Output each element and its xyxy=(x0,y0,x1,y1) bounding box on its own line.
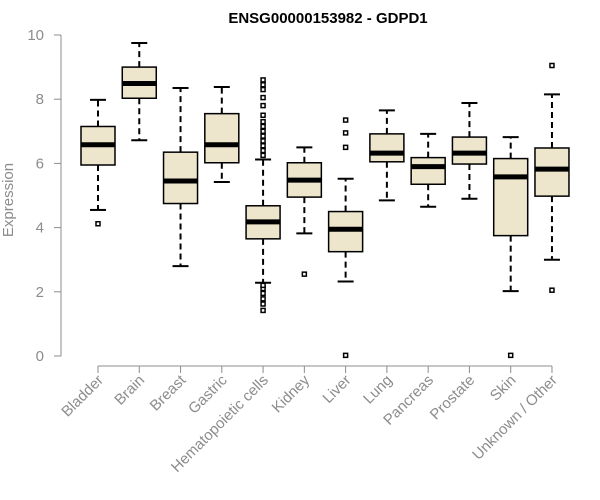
box-prostate xyxy=(451,102,488,200)
y-tick-label: 2 xyxy=(36,284,44,301)
outlier-point xyxy=(342,144,349,151)
outlier-point xyxy=(507,352,514,359)
outlier-point xyxy=(95,220,101,227)
iqr-box xyxy=(162,151,199,205)
y-axis-title: Expression xyxy=(0,163,17,237)
outlier-point xyxy=(260,128,266,135)
outlier-point xyxy=(260,147,266,154)
outlier-point xyxy=(342,352,349,359)
y-tick-label: 6 xyxy=(36,155,44,172)
box-kidney xyxy=(286,146,323,277)
box-unknown-other xyxy=(534,62,570,293)
outlier-point xyxy=(342,130,349,136)
outlier-point xyxy=(260,86,266,93)
iqr-box xyxy=(534,147,570,197)
iqr-box xyxy=(369,133,405,163)
iqr-box xyxy=(410,156,446,186)
iqr-box xyxy=(204,112,240,164)
box-lung xyxy=(369,109,405,202)
box-bladder xyxy=(80,98,116,227)
box-hematopoietic-cells xyxy=(245,77,281,314)
outlier-point xyxy=(301,271,308,277)
x-tick-label: Liver xyxy=(319,372,354,407)
outlier-point xyxy=(260,102,266,109)
x-tick-label: Brain xyxy=(111,372,148,409)
box-pancreas xyxy=(410,132,446,208)
y-tick-label: 10 xyxy=(27,27,44,44)
iqr-box xyxy=(492,157,529,237)
outlier-point xyxy=(549,62,555,69)
outlier-point xyxy=(260,282,266,289)
outlier-point xyxy=(260,82,266,88)
x-tick-label: Prostate xyxy=(427,372,479,424)
outlier-point xyxy=(549,287,555,293)
outlier-point xyxy=(260,301,266,307)
x-tick-label: Skin xyxy=(487,372,520,405)
x-tick-label: Kidney xyxy=(269,371,314,416)
box-brain xyxy=(121,42,158,142)
outlier-point xyxy=(260,290,266,297)
outlier-point xyxy=(260,296,266,302)
outlier-point xyxy=(260,118,266,125)
outlier-point xyxy=(260,307,266,314)
x-tick-label: Bladder xyxy=(58,372,107,421)
boxes-group xyxy=(80,42,570,359)
y-tick-label: 8 xyxy=(36,91,44,108)
y-tick-label: 4 xyxy=(36,220,44,237)
outlier-point xyxy=(260,77,266,83)
box-skin xyxy=(492,136,529,359)
y-axis: 0 2 4 6 8 10 xyxy=(27,27,62,365)
outlier-point xyxy=(342,117,349,123)
y-tick-label: 0 xyxy=(36,348,44,365)
outlier-point xyxy=(260,133,266,139)
box-breast xyxy=(162,86,199,268)
box-gastric xyxy=(204,86,240,184)
box-liver xyxy=(327,117,364,359)
x-tick-label: Lung xyxy=(360,372,396,408)
outlier-point xyxy=(260,123,266,130)
outlier-point xyxy=(260,112,266,118)
x-tick-label: Breast xyxy=(147,371,190,414)
outlier-point xyxy=(260,138,266,144)
outlier-point xyxy=(260,152,266,159)
iqr-box xyxy=(451,136,488,165)
chart-title: ENSG00000153982 - GDPD1 xyxy=(228,10,427,27)
outlier-point xyxy=(260,94,266,101)
outlier-point xyxy=(260,142,266,149)
